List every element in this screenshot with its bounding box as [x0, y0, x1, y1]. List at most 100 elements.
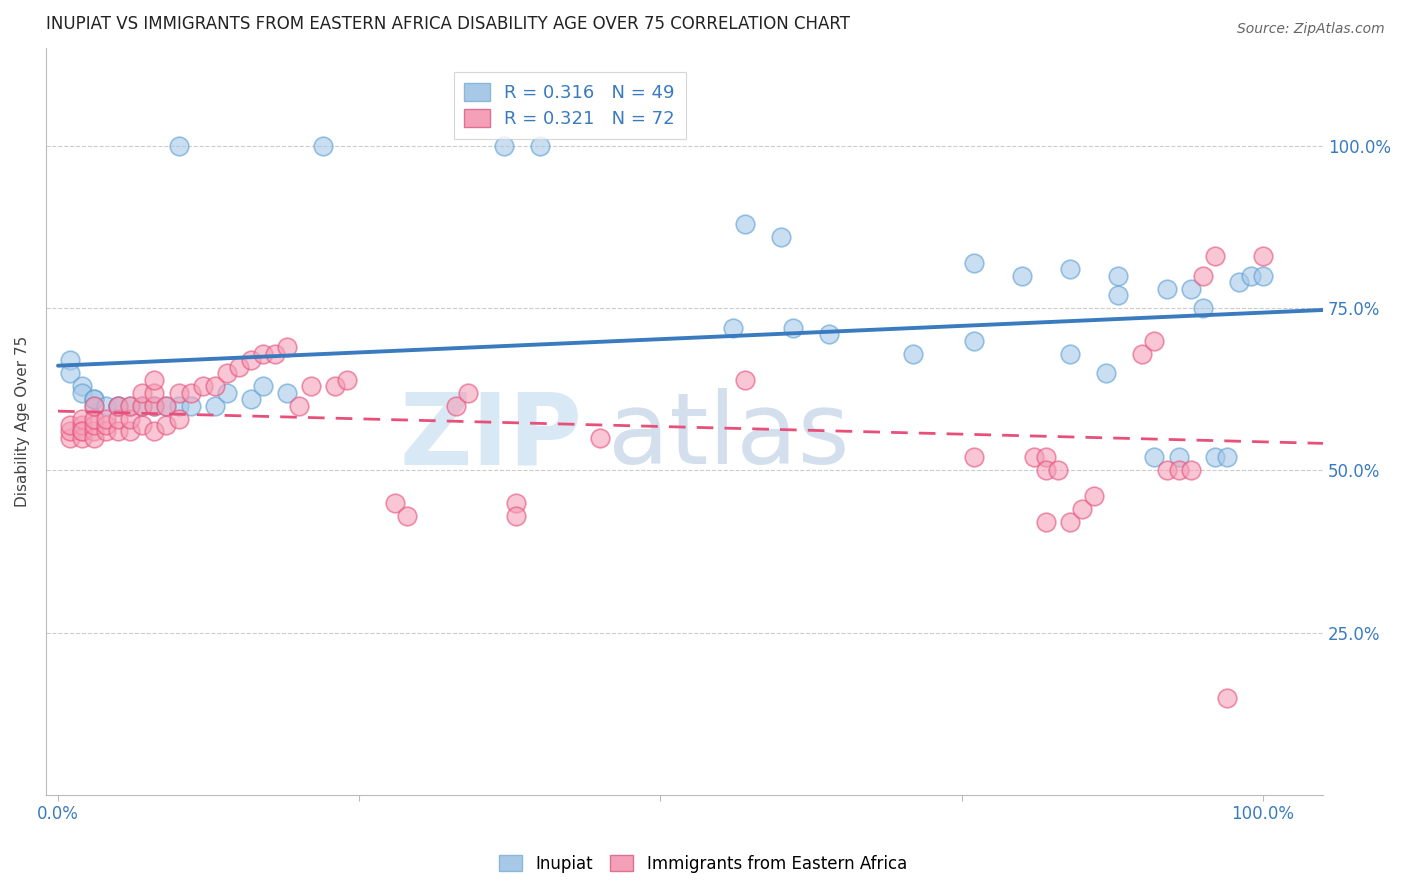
Point — [444, 399, 467, 413]
Point — [384, 496, 406, 510]
Point — [59, 431, 82, 445]
Point — [107, 399, 129, 413]
Point — [589, 431, 612, 445]
Text: Source: ZipAtlas.com: Source: ZipAtlas.com — [1237, 22, 1385, 37]
Point — [323, 379, 346, 393]
Point — [83, 411, 105, 425]
Point — [252, 379, 274, 393]
Point — [1251, 249, 1274, 263]
Point — [1059, 346, 1081, 360]
Point — [264, 346, 287, 360]
Point — [143, 373, 166, 387]
Point — [228, 359, 250, 374]
Point — [143, 385, 166, 400]
Text: atlas: atlas — [607, 388, 849, 485]
Point — [396, 508, 419, 523]
Point — [70, 425, 93, 439]
Point — [336, 373, 359, 387]
Point — [120, 399, 142, 413]
Point — [239, 353, 262, 368]
Point — [1022, 450, 1045, 465]
Point — [107, 399, 129, 413]
Point — [1227, 275, 1250, 289]
Point — [70, 411, 93, 425]
Point — [1216, 450, 1239, 465]
Point — [107, 411, 129, 425]
Point — [1191, 301, 1213, 315]
Point — [215, 385, 238, 400]
Point — [167, 385, 190, 400]
Point — [963, 255, 986, 269]
Point — [215, 366, 238, 380]
Point — [70, 385, 93, 400]
Point — [1059, 262, 1081, 277]
Point — [312, 138, 335, 153]
Point — [204, 399, 226, 413]
Point — [734, 217, 756, 231]
Point — [1071, 502, 1094, 516]
Point — [131, 399, 153, 413]
Point — [1011, 268, 1033, 283]
Point — [167, 399, 190, 413]
Point — [252, 346, 274, 360]
Point — [1191, 268, 1213, 283]
Point — [288, 399, 311, 413]
Point — [903, 346, 925, 360]
Point — [1216, 690, 1239, 705]
Point — [1132, 346, 1154, 360]
Y-axis label: Disability Age Over 75: Disability Age Over 75 — [15, 336, 30, 508]
Point — [1167, 450, 1189, 465]
Point — [83, 392, 105, 406]
Text: INUPIAT VS IMMIGRANTS FROM EASTERN AFRICA DISABILITY AGE OVER 75 CORRELATION CHA: INUPIAT VS IMMIGRANTS FROM EASTERN AFRIC… — [46, 15, 851, 33]
Point — [59, 417, 82, 432]
Point — [1180, 463, 1202, 477]
Point — [818, 327, 841, 342]
Point — [721, 320, 744, 334]
Point — [70, 431, 93, 445]
Point — [529, 138, 551, 153]
Point — [59, 353, 82, 368]
Point — [276, 385, 298, 400]
Point — [59, 425, 82, 439]
Point — [59, 366, 82, 380]
Point — [70, 379, 93, 393]
Point — [963, 334, 986, 348]
Point — [107, 425, 129, 439]
Point — [167, 138, 190, 153]
Point — [963, 450, 986, 465]
Point — [1156, 463, 1178, 477]
Point — [1143, 450, 1166, 465]
Point — [107, 399, 129, 413]
Point — [155, 399, 177, 413]
Point — [239, 392, 262, 406]
Point — [143, 399, 166, 413]
Point — [276, 340, 298, 354]
Point — [492, 138, 515, 153]
Point — [120, 411, 142, 425]
Point — [96, 411, 118, 425]
Point — [83, 392, 105, 406]
Point — [204, 379, 226, 393]
Point — [70, 425, 93, 439]
Point — [1180, 282, 1202, 296]
Point — [1059, 516, 1081, 530]
Point — [1035, 463, 1057, 477]
Point — [83, 399, 105, 413]
Point — [1047, 463, 1070, 477]
Point — [83, 425, 105, 439]
Point — [1167, 463, 1189, 477]
Point — [1095, 366, 1118, 380]
Point — [1143, 334, 1166, 348]
Point — [155, 399, 177, 413]
Text: ZIP: ZIP — [399, 388, 582, 485]
Point — [505, 496, 527, 510]
Point — [96, 399, 118, 413]
Point — [299, 379, 322, 393]
Point — [782, 320, 804, 334]
Point — [120, 425, 142, 439]
Legend: Inupiat, Immigrants from Eastern Africa: Inupiat, Immigrants from Eastern Africa — [492, 848, 914, 880]
Point — [120, 399, 142, 413]
Point — [1083, 490, 1105, 504]
Point — [96, 417, 118, 432]
Point — [1035, 516, 1057, 530]
